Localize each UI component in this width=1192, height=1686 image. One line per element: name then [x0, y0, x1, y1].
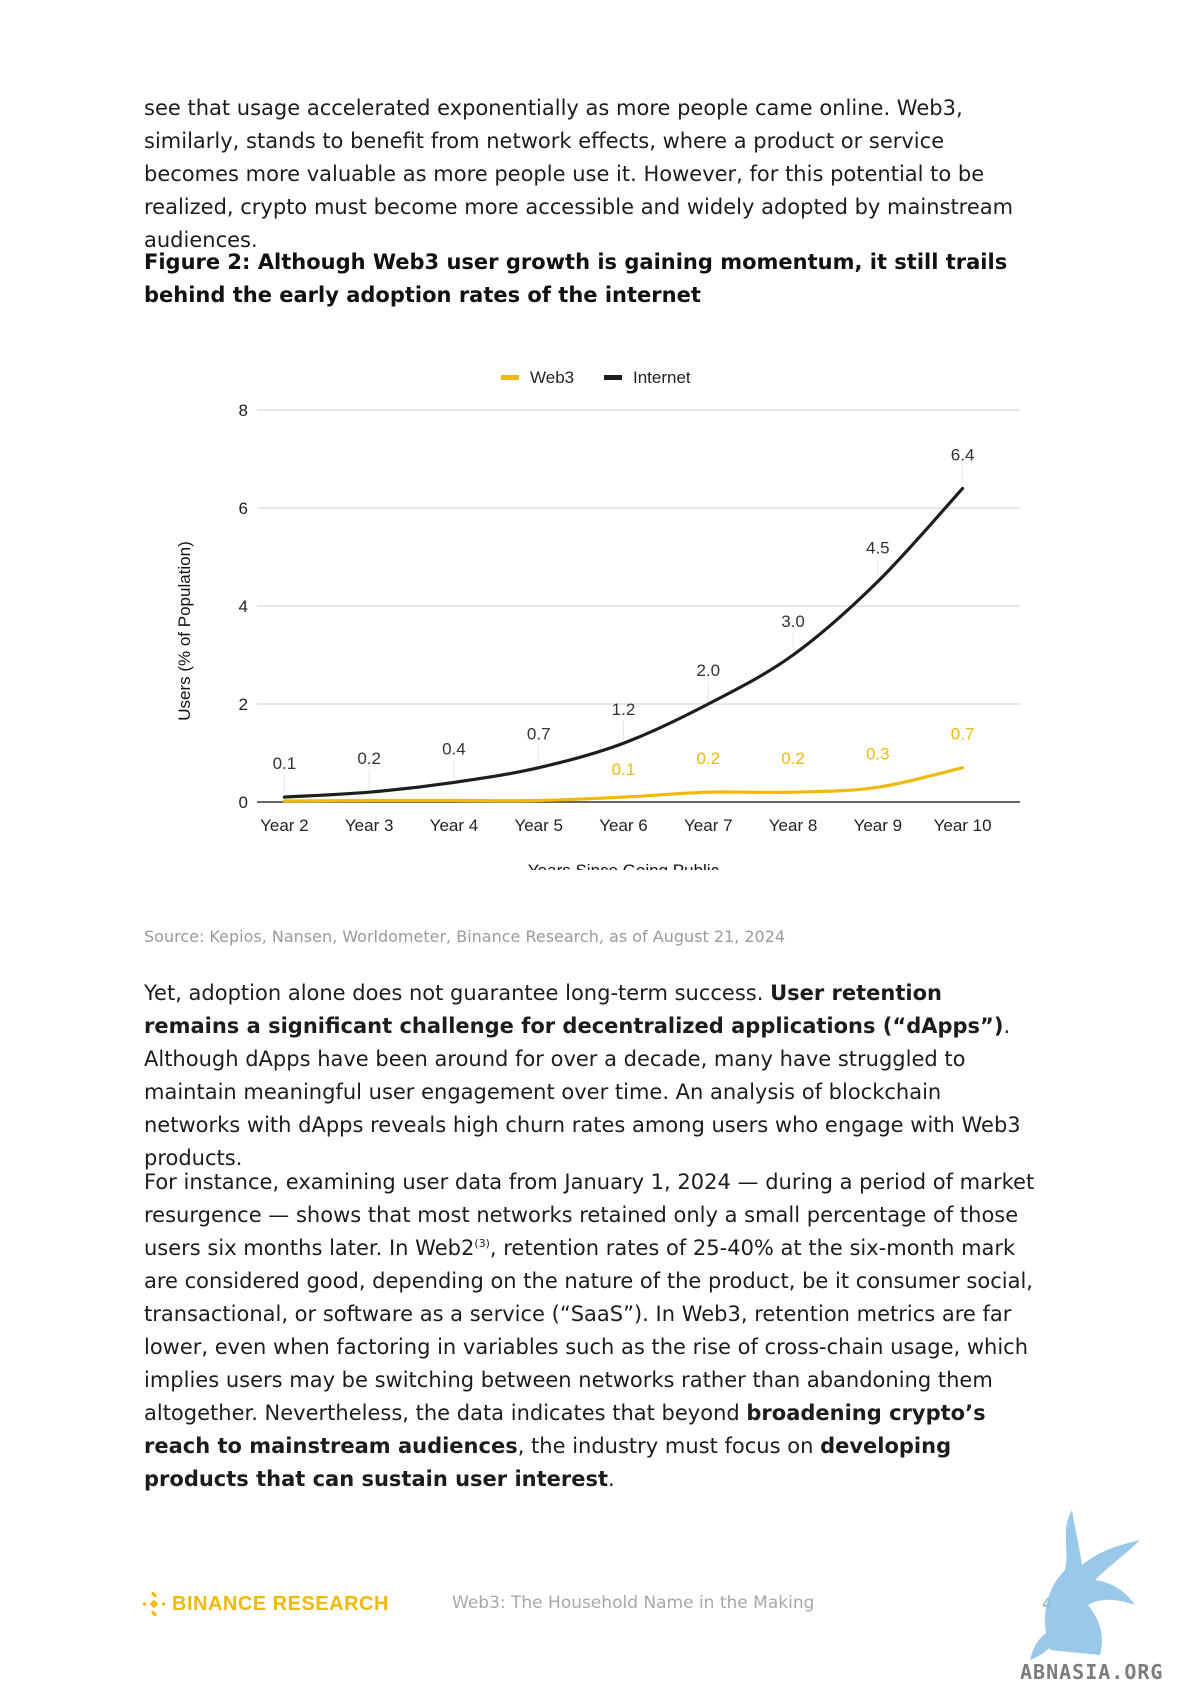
data-label-web3: 0.3 — [866, 744, 890, 763]
y-axis-title: Users (% of Population) — [175, 541, 194, 721]
data-label-web3: 0.2 — [781, 749, 805, 768]
instance-run-2: , retention rates of 25-40% at the six-m… — [144, 1236, 1033, 1425]
x-tick-label: Year 5 — [514, 816, 563, 835]
data-label-internet: 0.1 — [273, 754, 297, 773]
data-label-internet: 2.0 — [696, 661, 720, 680]
figure-title: Figure 2: Although Web3 user growth is g… — [144, 250, 1008, 307]
legend-swatch-internet — [604, 375, 622, 380]
y-tick-label: 6 — [239, 499, 248, 518]
series-line-internet — [282, 486, 965, 799]
retention-run-2: . Although dApps have been around for ov… — [144, 1014, 1021, 1170]
footer-brand: BINANCE RESEARCH — [172, 1592, 389, 1615]
legend-label-web3: Web3 — [530, 368, 574, 387]
instance-run-6: . — [608, 1467, 615, 1491]
instance-paragraph: For instance, examining user data from J… — [144, 1166, 1044, 1496]
binance-research-logo: BINANCE RESEARCH — [142, 1590, 389, 1618]
data-label-internet: 6.4 — [951, 445, 975, 464]
data-label-internet: 0.7 — [527, 725, 551, 744]
data-label-web3: 0.7 — [951, 725, 975, 744]
data-label-internet: 3.0 — [781, 612, 805, 631]
retention-run-1: User retention remains a significant cha… — [144, 981, 1004, 1038]
instance-run-4: , the industry must focus on — [517, 1434, 821, 1458]
legend-swatch-web3 — [501, 375, 519, 380]
y-tick-label: 4 — [239, 597, 248, 616]
x-tick-label: Year 4 — [430, 816, 479, 835]
phoenix-watermark-icon — [1030, 1510, 1140, 1660]
x-tick-label: Year 8 — [769, 816, 818, 835]
data-label-internet: 4.5 — [866, 539, 890, 558]
x-tick-label: Year 2 — [260, 816, 309, 835]
x-tick-label: Year 9 — [854, 816, 903, 835]
instance-run-3: broadening crypto’s reach to mainstream … — [144, 1401, 986, 1458]
instance-run-1: (3) — [474, 1237, 490, 1250]
figure-source: Source: Kepios, Nansen, Worldometer, Bin… — [144, 927, 786, 946]
x-tick-label: Year 10 — [934, 816, 992, 835]
intro-run-0: see that usage accelerated exponentially… — [144, 96, 1014, 252]
x-tick-label: Year 6 — [599, 816, 648, 835]
legend-label-internet: Internet — [633, 368, 691, 387]
data-label-internet: 1.2 — [612, 700, 636, 719]
intro-paragraph: see that usage accelerated exponentially… — [144, 92, 1044, 257]
data-label-internet: 0.4 — [442, 739, 466, 758]
data-label-internet: 0.2 — [357, 749, 381, 768]
x-tick-label: Year 3 — [345, 816, 394, 835]
watermark-text: ABNASIA.ORG — [1020, 1660, 1164, 1684]
instance-run-5: developing products that can sustain use… — [144, 1434, 952, 1491]
line-chart: 0 2 4 6 8 Year 2 Year 3 Year 4 Year 5 Year 6 Year … — [175, 368, 1020, 870]
data-label-web3: 0.2 — [696, 749, 720, 768]
footer-document-title: Web3: The Household Name in the Making — [452, 1593, 815, 1613]
y-tick-label: 8 — [239, 401, 248, 420]
data-label-web3: 0.1 — [612, 760, 636, 779]
retention-paragraph: Yet, adoption alone does not guarantee l… — [144, 977, 1044, 1175]
binance-diamond-icon — [142, 1592, 166, 1616]
x-axis-title: Years Since Going Public — [528, 861, 720, 870]
x-tick-label: Year 7 — [684, 816, 733, 835]
y-tick-label: 2 — [239, 695, 248, 714]
instance-run-0: For instance, examining user data from J… — [144, 1170, 1035, 1260]
y-tick-label: 0 — [239, 793, 248, 812]
retention-run-0: Yet, adoption alone does not guarantee l… — [144, 981, 771, 1005]
